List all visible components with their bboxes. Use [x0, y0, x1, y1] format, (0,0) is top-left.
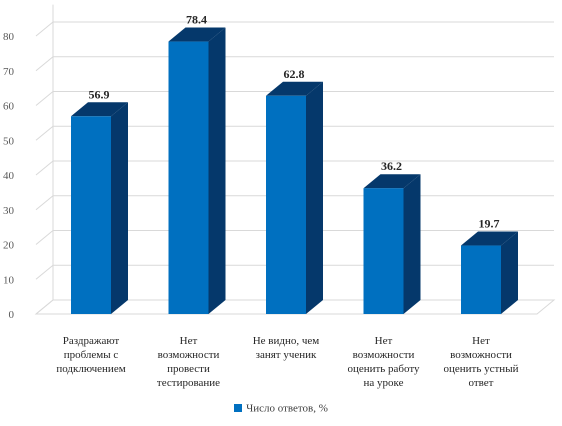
y-tick-label: 0 [9, 309, 15, 321]
category-label-line: провести [167, 363, 210, 375]
bar-top [363, 174, 421, 189]
category-label-line: Нет [180, 335, 198, 347]
y-tick-label: 30 [3, 205, 15, 217]
legend-swatch [234, 404, 243, 413]
category-label-line: оценить устный [444, 363, 519, 375]
bar-top [71, 102, 128, 117]
bar-side [111, 102, 128, 315]
category-label-line: возможности [450, 349, 512, 361]
gridline-side [35, 21, 54, 37]
category-label-line: Раздражают [63, 335, 120, 347]
y-tick-label: 20 [3, 240, 15, 252]
category-label-line: оценить работу [347, 363, 420, 375]
category-label-line: возможности [353, 349, 415, 361]
category-label-line: на уроке [364, 377, 404, 389]
bar [71, 116, 111, 315]
bar-side [403, 174, 421, 314]
category-label-line: тестирование [157, 377, 220, 389]
category-label-line: Не видно, чем [253, 335, 320, 347]
y-tick-label: 70 [3, 66, 15, 78]
category-label: Нет возможности провести тестирование [157, 335, 220, 389]
bar-top [461, 231, 518, 246]
y-tick-label: 80 [3, 31, 15, 43]
gridline-side [35, 264, 54, 280]
category-label-line: занят ученик [256, 349, 317, 361]
x-axis-categories: Раздражают проблемы с подключением Нет возмо… [56, 335, 518, 389]
bar [266, 95, 306, 315]
category-label-line: Нет [375, 335, 393, 347]
category-label: Нет возможности оценить работу на уроке [347, 335, 420, 389]
bar-side [501, 231, 518, 314]
bar-side [306, 81, 323, 315]
gridline-side [35, 91, 54, 106]
data-labels: 56.9 78.4 62.8 36.2 19.7 [89, 13, 500, 231]
category-label-line: ответ [469, 377, 494, 389]
legend: Число ответов, % [0, 402, 562, 414]
category-label-line: возможности [158, 349, 220, 361]
bar [363, 188, 404, 314]
category-label-line: проблемы с [64, 349, 119, 361]
gridline-side [35, 195, 54, 211]
y-tick-label: 50 [3, 135, 15, 147]
data-label: 62.8 [284, 67, 305, 81]
category-label-line: Нет [472, 335, 490, 347]
bars [71, 27, 518, 315]
y-tick-label: 10 [3, 274, 15, 286]
y-tick-label: 40 [3, 170, 15, 182]
bar-side [208, 27, 226, 315]
category-label: Нет возможности оценить устный ответ [444, 335, 519, 389]
y-axis: 0 10 20 30 40 50 60 70 80 [3, 31, 15, 321]
gridline-side [35, 125, 54, 141]
data-label: 78.4 [186, 13, 207, 27]
gridline-side [35, 230, 54, 245]
bar [168, 41, 209, 315]
gridline-side [35, 56, 54, 72]
bar-top [168, 27, 226, 42]
y-tick-label: 60 [3, 101, 15, 113]
data-label: 36.2 [381, 159, 402, 173]
bar [461, 245, 501, 314]
bar-top [266, 81, 323, 96]
gridline-side [35, 160, 54, 176]
legend-label: Число ответов, % [246, 402, 328, 415]
category-label: Не видно, чем занят ученик [253, 335, 320, 361]
category-label-line: подключением [56, 363, 125, 375]
data-label: 56.9 [89, 87, 110, 101]
data-label: 19.7 [479, 217, 500, 231]
category-label: Раздражают проблемы с подключением [56, 335, 125, 375]
